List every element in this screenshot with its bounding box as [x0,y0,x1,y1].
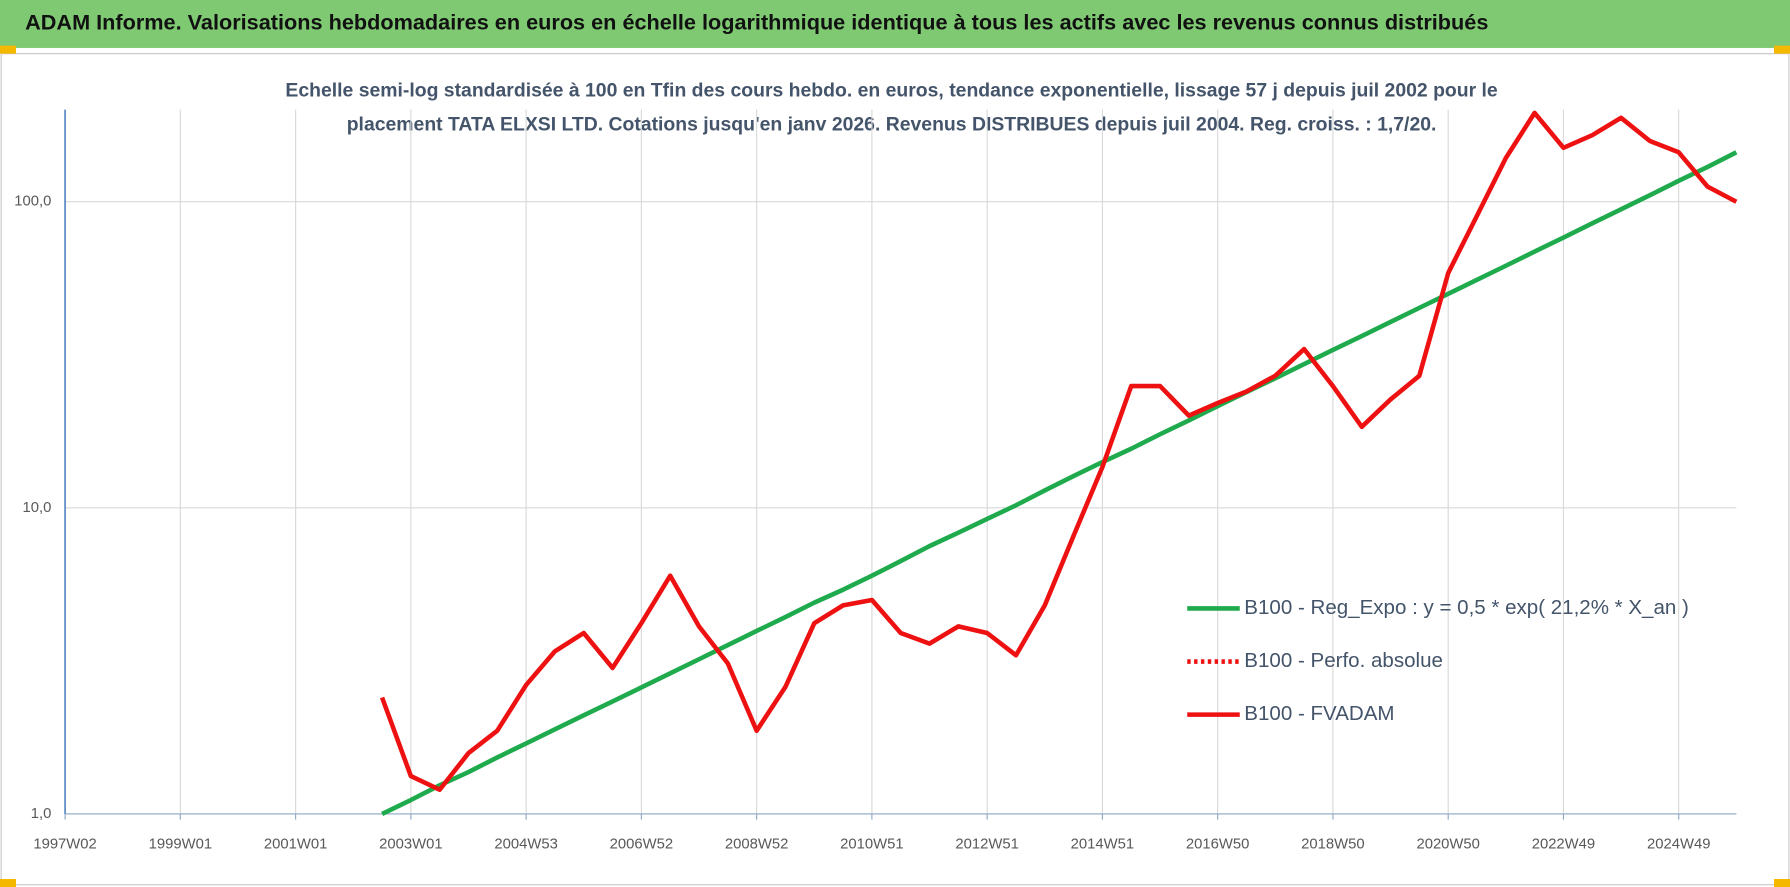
corner [0,879,16,887]
x-tick-label: 2024W49 [1647,837,1710,853]
x-tick-label: 2004W53 [494,837,557,853]
x-tick-label: 1999W01 [149,837,212,853]
y-tick-label: 100,0 [14,194,51,210]
subtitle: placement TATA ELXSI LTD. Cotations jusq… [347,114,1437,136]
x-tick-label: 2022W49 [1532,837,1595,853]
plot-frame [0,53,1790,886]
legend-label: B100 - FVADAM [1244,702,1394,725]
corner [1774,879,1790,887]
y-tick-label: 1,0 [31,806,52,822]
x-tick-label: 2010W51 [840,837,903,853]
x-tick-label: 2003W01 [379,837,442,853]
x-tick-label: 2020W50 [1416,837,1479,853]
series-line [379,110,1738,793]
x-tick-label: 2016W50 [1186,837,1249,853]
x-tick-label: 2012W51 [955,837,1018,853]
legend-label: B100 - Perfo. absolue [1244,649,1443,672]
corner [0,45,16,54]
y-tick-label: 10,0 [23,500,52,516]
x-tick-label: 1997W02 [33,837,96,853]
x-tick-label: 2006W52 [610,837,673,853]
header-bar [0,0,1790,48]
x-tick-label: 2014W51 [1071,837,1134,853]
legend-label: B100 - Reg_Expo : y = 0,5 * exp( 21,2% *… [1244,596,1689,619]
x-tick-label: 2001W01 [264,837,327,853]
x-tick-label: 2018W50 [1301,837,1364,853]
corner [1774,45,1790,54]
series-line [381,150,1738,816]
subtitle: Echelle semi-log standardisée à 100 en T… [285,79,1498,101]
x-tick-label: 2008W52 [725,837,788,853]
chart-title: ADAM Informe. Valorisations hebdomadaire… [25,10,1488,35]
